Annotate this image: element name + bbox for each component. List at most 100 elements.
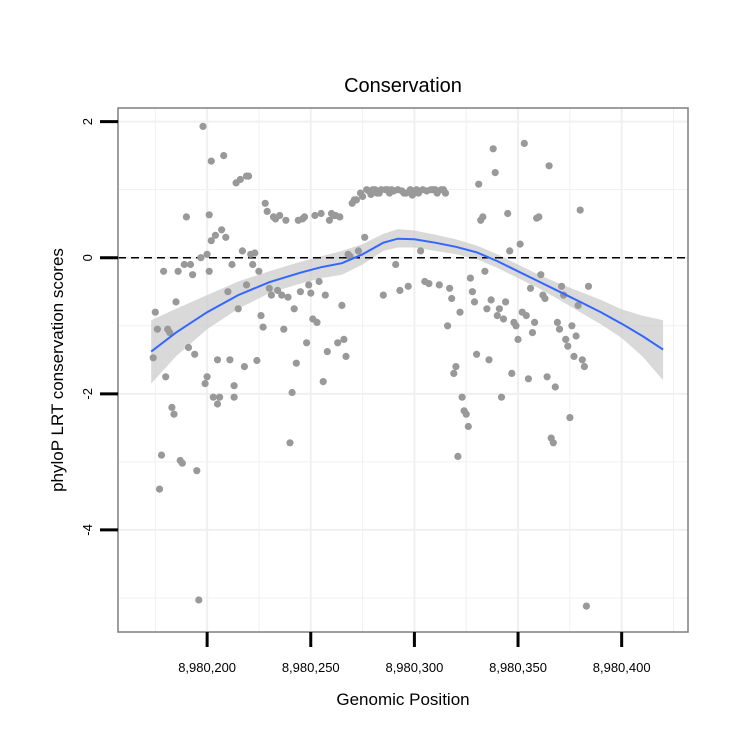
data-point — [319, 378, 327, 386]
data-point — [497, 393, 506, 401]
data-point — [284, 293, 292, 301]
data-point — [267, 291, 275, 299]
data-point — [334, 339, 342, 347]
data-point — [435, 281, 443, 289]
data-point — [495, 305, 503, 313]
data-point — [512, 322, 520, 330]
data-point — [207, 157, 215, 165]
data-point — [564, 342, 572, 350]
data-point — [450, 369, 458, 377]
data-point — [205, 267, 213, 275]
data-point — [578, 356, 586, 364]
data-point — [265, 284, 273, 292]
data-point — [197, 254, 205, 262]
data-point — [325, 216, 333, 224]
data-point — [180, 260, 188, 269]
data-point — [321, 291, 329, 299]
data-point — [508, 369, 516, 377]
y-tick-label: 0 — [80, 254, 95, 261]
data-point — [178, 459, 186, 467]
data-point — [226, 356, 234, 364]
data-point — [441, 189, 450, 197]
data-point — [493, 312, 501, 320]
data-point — [166, 329, 174, 337]
data-point — [462, 410, 470, 418]
data-point — [292, 359, 300, 367]
data-point — [336, 213, 344, 221]
data-point — [444, 322, 452, 330]
data-point — [392, 260, 400, 269]
data-point — [479, 213, 487, 221]
data-point — [576, 206, 584, 214]
data-points — [149, 122, 593, 610]
data-point — [216, 393, 224, 401]
data-point — [354, 247, 362, 255]
data-point — [340, 335, 348, 343]
data-point — [238, 247, 246, 255]
data-point — [209, 393, 217, 401]
data-point — [288, 388, 296, 397]
data-point — [584, 282, 593, 290]
data-point — [537, 271, 545, 279]
gridlines — [118, 108, 688, 632]
data-point — [520, 139, 528, 147]
data-point — [315, 277, 323, 286]
data-point — [255, 267, 263, 275]
data-point — [199, 122, 207, 130]
x-tick-label: 8,980,400 — [593, 660, 651, 675]
data-point — [160, 267, 168, 275]
data-point — [242, 281, 251, 289]
x-tick-label: 8,980,350 — [489, 660, 547, 675]
data-point — [263, 207, 271, 215]
data-point — [286, 439, 294, 447]
data-point — [379, 291, 387, 299]
data-point — [504, 209, 512, 218]
data-point — [280, 325, 288, 333]
data-point — [491, 169, 499, 177]
plot-panel — [117, 107, 689, 633]
data-point — [396, 286, 404, 294]
data-point — [168, 403, 176, 411]
data-point — [153, 325, 161, 333]
data-point — [404, 282, 412, 290]
data-point — [182, 213, 190, 221]
data-point — [454, 452, 462, 460]
data-point — [323, 348, 331, 356]
data-point — [555, 325, 564, 333]
data-point — [240, 363, 248, 371]
x-tick-label: 8,980,200 — [178, 660, 236, 675]
data-point — [568, 322, 576, 330]
x-tick-label: 8,980,250 — [282, 660, 340, 675]
data-point — [174, 267, 182, 275]
data-point — [551, 383, 559, 391]
data-point — [514, 335, 522, 343]
data-point — [307, 289, 315, 297]
data-point — [553, 318, 562, 326]
data-point — [470, 298, 479, 306]
data-point — [249, 260, 257, 269]
data-point — [253, 356, 261, 365]
data-point — [230, 382, 238, 390]
x-tick-label: 8,980,300 — [385, 660, 443, 675]
data-point — [234, 305, 242, 313]
y-tick-label: -2 — [80, 388, 95, 400]
smooth-line — [150, 237, 664, 353]
data-point — [170, 410, 178, 418]
data-point — [499, 315, 508, 323]
data-point — [218, 226, 226, 234]
data-point — [582, 602, 591, 610]
panel-frame — [117, 107, 689, 633]
data-point — [205, 211, 213, 219]
data-point — [276, 211, 284, 220]
data-point — [278, 291, 286, 299]
data-point — [313, 318, 321, 326]
data-point — [481, 267, 489, 275]
data-point — [300, 213, 309, 221]
data-point — [531, 318, 539, 326]
data-point — [189, 271, 197, 279]
data-point — [475, 180, 483, 188]
data-point — [213, 400, 222, 408]
data-point — [224, 288, 232, 296]
data-point — [222, 233, 230, 241]
data-point — [251, 249, 259, 257]
